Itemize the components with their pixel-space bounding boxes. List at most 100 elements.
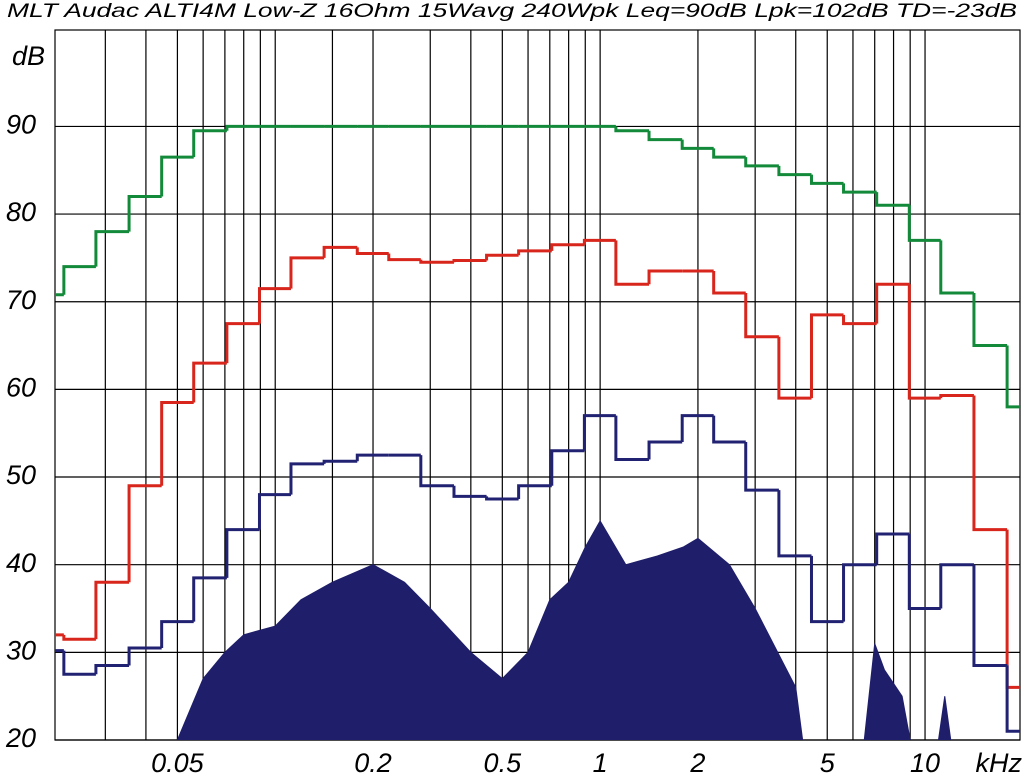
step-segment (777, 165, 812, 177)
y-tick-label: 20 (5, 723, 36, 753)
step-segment (127, 646, 162, 666)
step-segment (647, 440, 683, 460)
step-segment (875, 282, 910, 324)
step-segment (647, 269, 683, 285)
step-segment (809, 555, 844, 624)
step-segment (907, 534, 941, 611)
y-tick-label: 70 (6, 285, 36, 315)
y-tick-label: 60 (6, 373, 36, 403)
step-segment (907, 284, 941, 400)
step-segment (939, 240, 974, 295)
step-segment (127, 484, 162, 583)
step-segment (972, 292, 1008, 348)
step-segment (582, 414, 616, 451)
x-tick-label: 2 (689, 748, 705, 777)
step-segment (62, 265, 96, 295)
y-tick-label: 90 (6, 110, 36, 140)
step-segment (225, 322, 260, 364)
step-segment (160, 401, 194, 486)
step-segment (62, 634, 96, 641)
step-segment (355, 247, 389, 256)
step-segment (1005, 345, 1020, 409)
step-segment (712, 271, 746, 295)
step-segment (1005, 665, 1020, 733)
step-segment (744, 292, 779, 339)
step-segment (94, 663, 130, 675)
step-segment (712, 148, 746, 159)
step-segment (907, 205, 941, 242)
step-segment (875, 532, 910, 565)
spectrum-area (937, 696, 952, 740)
step-segment (322, 459, 358, 464)
step-segment (94, 580, 130, 640)
spectrum-area (863, 643, 911, 740)
x-tick-label: 0.5 (484, 748, 523, 777)
step-segment (257, 493, 291, 530)
step-segment (842, 183, 877, 194)
step-segment (744, 157, 779, 168)
step-segment (972, 395, 1008, 532)
step-segment (809, 174, 844, 185)
step-segment (939, 394, 974, 399)
step-segment (192, 361, 227, 403)
step-segment (419, 259, 454, 264)
step-segment (387, 253, 421, 262)
step-segment (452, 259, 487, 263)
step-segment (192, 576, 227, 622)
y-tick-label: 40 (6, 548, 36, 578)
x-axis-label: kHz (976, 748, 1023, 777)
step-segment (225, 124, 260, 131)
step-segment (1005, 529, 1020, 689)
step-segment (289, 462, 325, 495)
y-axis-label: dB (12, 41, 45, 71)
step-segment (485, 253, 519, 261)
step-segment (939, 563, 974, 609)
x-tick-label: 10 (910, 748, 940, 777)
step-segment (225, 528, 260, 578)
step-segment (355, 453, 389, 462)
step-segment (744, 441, 779, 492)
step-segment (777, 490, 812, 558)
step-segment (550, 243, 585, 251)
step-segment (419, 455, 454, 488)
step-segment (680, 139, 714, 150)
spectrum-area (176, 519, 804, 740)
x-tick-label: 5 (820, 748, 836, 777)
step-segment (842, 314, 877, 326)
x-tick-label: 0.05 (151, 748, 205, 777)
step-segment (614, 126, 650, 133)
step-segment (192, 129, 227, 158)
plot-area (55, 124, 1020, 740)
y-tick-label: 80 (6, 197, 36, 227)
step-segment (712, 415, 746, 444)
step-segment (94, 230, 130, 267)
step-segment (127, 195, 162, 232)
tick-labels: 20 30 40 50 60 70 80 90 0.05 0.2 0.5 1 2 5 10 (5, 110, 940, 777)
step-segment (647, 130, 683, 142)
step-segment (485, 496, 519, 501)
x-tick-label: 1 (593, 748, 608, 777)
step-segment (614, 415, 650, 462)
step-segment (289, 256, 325, 289)
step-segment (322, 245, 358, 258)
step-segment (582, 238, 616, 245)
step-segment (517, 484, 552, 499)
y-tick-label: 50 (6, 460, 36, 490)
step-segment (614, 240, 650, 286)
step-segment (550, 449, 585, 486)
step-segment (257, 287, 291, 324)
x-tick-label: 0.2 (354, 748, 392, 777)
step-segment (809, 313, 844, 399)
step-segment (160, 620, 194, 648)
step-segment (777, 336, 812, 400)
step-segment (680, 414, 714, 442)
y-tick-label: 30 (6, 635, 36, 665)
step-segment (62, 650, 96, 676)
step-segment (842, 563, 877, 622)
chart-title: MLT Audac ALTI4M Low-Z 16Ohm 15Wavg 240W… (7, 1, 1017, 22)
step-segment (972, 564, 1008, 667)
grid (54, 29, 1021, 741)
step-segment (452, 485, 487, 498)
step-segment (517, 249, 552, 256)
